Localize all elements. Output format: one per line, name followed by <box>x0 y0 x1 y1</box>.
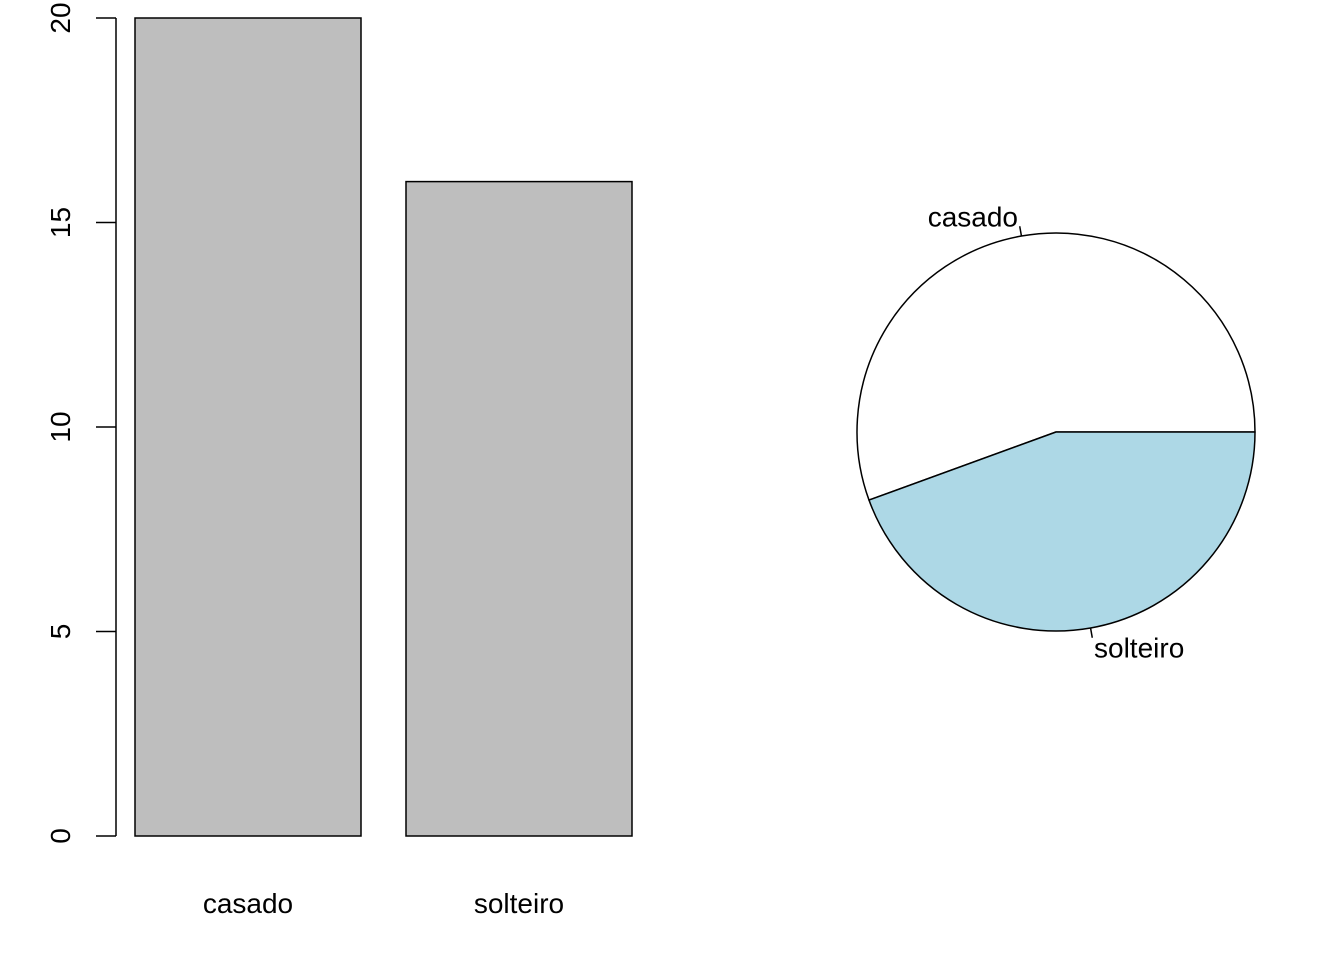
y-tick-label: 5 <box>45 624 76 640</box>
x-label-solteiro: solteiro <box>474 888 564 919</box>
pie-label-solteiro: solteiro <box>1094 633 1184 664</box>
pie-slice-casado <box>856 232 1256 501</box>
y-tick-label: 0 <box>45 828 76 844</box>
bar-solteiro <box>405 180 633 837</box>
pie-chart: casado solteiro <box>856 201 1256 664</box>
pie-labels: casado solteiro <box>928 201 1185 663</box>
x-axis-labels: casado solteiro <box>203 888 564 919</box>
y-tick-label: 20 <box>45 2 76 33</box>
y-tick-label: 10 <box>45 411 76 442</box>
pie-slices <box>856 232 1256 632</box>
pie-leader-solteiro <box>1089 627 1094 638</box>
pie-leader-casado <box>1018 226 1023 237</box>
bars <box>134 17 633 837</box>
x-label-casado: casado <box>203 888 293 919</box>
bar-chart: 0 5 10 15 20 casado solteiro <box>45 2 633 919</box>
y-tick-label: 15 <box>45 207 76 238</box>
pie-label-casado: casado <box>928 201 1018 232</box>
y-axis: 0 5 10 15 20 <box>45 2 117 844</box>
bar-casado <box>134 17 362 837</box>
